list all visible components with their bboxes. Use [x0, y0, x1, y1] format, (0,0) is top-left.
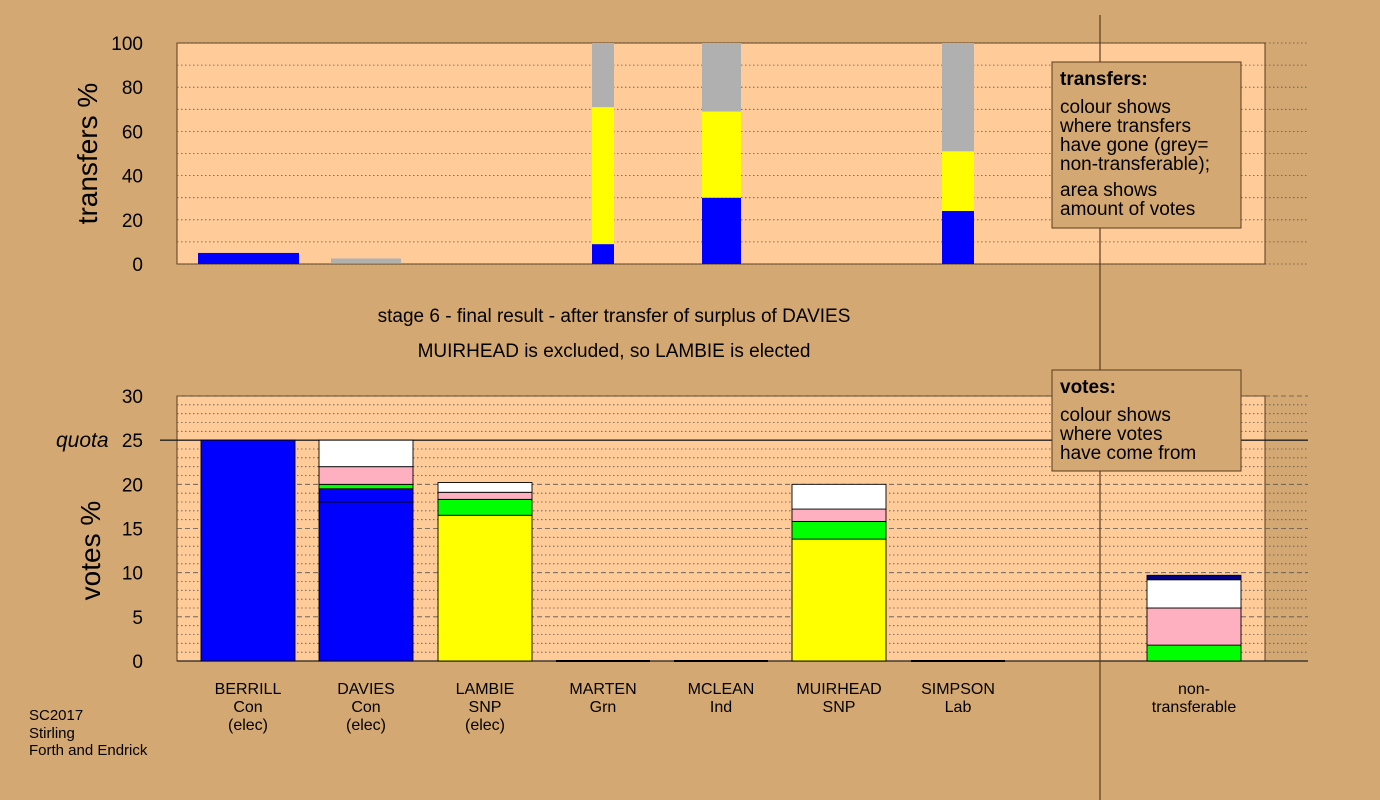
candidate-party-label: Ind: [710, 699, 732, 716]
footer-election: SC2017: [29, 707, 83, 724]
transfers-bar-segment: [702, 111, 741, 198]
candidate-name-label: MUIRHEAD: [796, 681, 881, 698]
votes-bar-segment: [437, 482, 533, 493]
transfers-y-tick-label: 40: [122, 167, 143, 188]
candidate-name-label: DAVIES: [337, 681, 395, 698]
nontransferable-label: non-: [1178, 681, 1210, 698]
footer-council: Stirling: [29, 725, 75, 742]
votes-legend-line: colour shows: [1060, 405, 1171, 426]
transfers-bar-segment: [592, 107, 614, 245]
nontransferable-bar-segment: [1146, 574, 1242, 581]
votes-y-axis-title: votes %: [75, 501, 106, 601]
quota-label: quota: [56, 429, 109, 452]
transfers-y-axis-title: transfers %: [72, 83, 103, 225]
transfers-legend-line: have gone (grey=: [1060, 135, 1208, 156]
votes-y-tick-label: 10: [122, 564, 143, 585]
votes-y-tick-label: 20: [122, 475, 143, 496]
transfers-bar-segment: [702, 43, 741, 112]
votes-bar-segment: [437, 491, 533, 500]
votes-bar-segment: [200, 439, 296, 662]
candidate-name-label: SIMPSON: [921, 681, 995, 698]
votes-legend-line: where votes: [1059, 424, 1162, 445]
votes-bar-segment: [318, 483, 414, 490]
transfers-legend-line: non-transferable);: [1060, 154, 1210, 175]
transfers-bar-segment: [942, 43, 974, 152]
nontransferable-bar-segment: [1146, 607, 1242, 646]
stage-subtitle: MUIRHEAD is excluded, so LAMBIE is elect…: [418, 341, 811, 362]
transfers-legend-line: where transfers: [1059, 116, 1191, 137]
votes-y-tick-label: 0: [132, 652, 143, 673]
candidate-party-label: SNP: [469, 699, 502, 716]
stage-title: stage 6 - final result - after transfer …: [378, 306, 851, 327]
candidate-name-label: BERRILL: [215, 681, 282, 698]
transfers-bar-segment: [942, 210, 974, 264]
votes-bar-segment: [318, 501, 414, 662]
transfers-y-tick-label: 60: [122, 122, 143, 143]
candidate-party-label: Grn: [590, 699, 617, 716]
candidate-name-label: MARTEN: [569, 681, 636, 698]
candidate-status-label: (elec): [228, 717, 268, 734]
nontransferable-bar-segment: [1146, 644, 1242, 662]
candidate-status-label: (elec): [465, 717, 505, 734]
votes-y-tick-label: 15: [122, 520, 143, 541]
transfers-bar-segment: [592, 43, 614, 108]
nontransferable-bar-segment: [1146, 579, 1242, 609]
transfers-legend-title: transfers:: [1060, 69, 1148, 90]
transfers-y-tick-label: 0: [132, 255, 143, 276]
candidate-party-label: Con: [351, 699, 380, 716]
votes-y-tick-label: 25: [122, 431, 143, 452]
votes-bar-segment: [791, 508, 887, 522]
votes-legend: votes: colour shows where votes have com…: [1051, 369, 1242, 472]
votes-bar-segment: [437, 498, 533, 516]
votes-bar-segment: [318, 488, 414, 503]
votes-bar-segment: [437, 514, 533, 662]
transfers-legend-line: area shows: [1060, 180, 1157, 201]
nontransferable-label: transferable: [1152, 699, 1237, 716]
votes-bar-segment: [791, 483, 887, 510]
candidate-party-label: Lab: [945, 699, 972, 716]
transfers-y-tick-label: 80: [122, 78, 143, 99]
transfers-bar-segment: [702, 197, 741, 264]
transfers-y-tick-label: 20: [122, 211, 143, 232]
votes-y-tick-label: 30: [122, 387, 143, 408]
candidate-party-label: Con: [233, 699, 262, 716]
transfers-bar-segment: [592, 244, 614, 264]
votes-legend-title: votes:: [1060, 377, 1116, 398]
transfers-bar-segment: [198, 252, 299, 264]
transfers-legend-line: amount of votes: [1060, 199, 1195, 220]
transfers-bar-segment: [331, 258, 401, 263]
candidate-status-label: (elec): [346, 717, 386, 734]
footer-ward: Forth and Endrick: [29, 742, 148, 759]
votes-bar-segment: [791, 538, 887, 662]
candidate-name-label: MCLEAN: [688, 681, 755, 698]
transfers-legend: transfers: colour shows where transfers …: [1051, 61, 1242, 229]
votes-bar-segment: [318, 439, 414, 468]
transfers-bar-segment: [942, 151, 974, 211]
candidate-party-label: SNP: [823, 699, 856, 716]
transfers-y-tick-label: 100: [111, 34, 143, 55]
votes-legend-line: have come from: [1060, 443, 1196, 464]
candidate-name-label: LAMBIE: [456, 681, 515, 698]
votes-y-tick-label: 5: [132, 608, 143, 629]
votes-bar-segment: [318, 466, 414, 485]
transfers-legend-line: colour shows: [1060, 97, 1171, 118]
transfers-bar-segment: [331, 262, 401, 264]
votes-bar-segment: [791, 520, 887, 540]
